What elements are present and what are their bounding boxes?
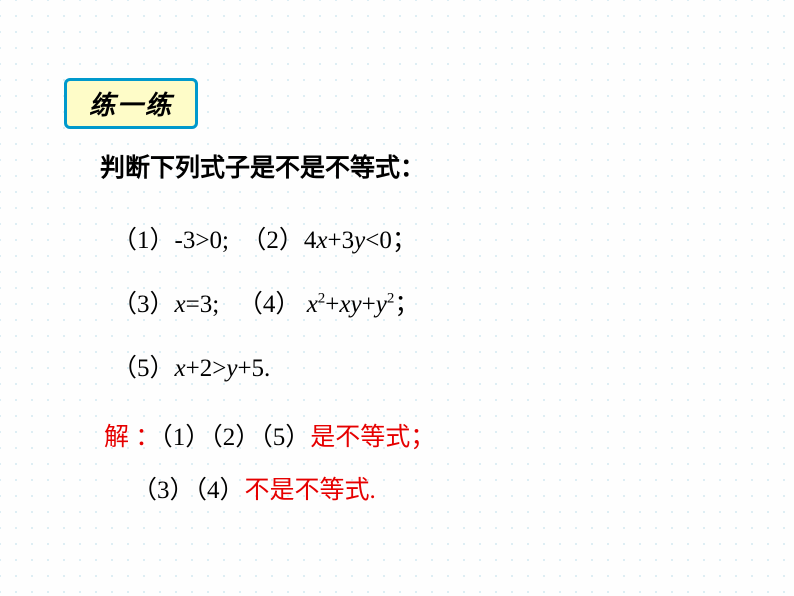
item-2-y: y: [354, 227, 365, 254]
sol-label: 解 ：: [104, 424, 160, 451]
item-line-3: （5）x+2>y+5.: [112, 348, 700, 384]
item-4-plus2: +: [362, 291, 376, 318]
practice-header-box: 练一练: [64, 78, 198, 129]
item-4-y1: y: [351, 291, 362, 318]
item-1-num: （1）: [112, 227, 175, 254]
item-3-num: （3）: [112, 291, 175, 318]
practice-header-label: 练一练: [89, 90, 173, 120]
item-2-c1: 4: [304, 227, 317, 254]
item-2-num: （2）: [241, 227, 304, 254]
item-4-plus1: +: [325, 291, 339, 318]
question-prompt: 判断下列式子是不是不等式：: [100, 148, 700, 184]
item-2-c2: +3: [328, 227, 355, 254]
item-4-num: （4）: [238, 291, 301, 318]
item-2-c3: <0；: [365, 227, 417, 254]
item-5-post: +5.: [237, 355, 270, 382]
item-5-x: x: [175, 355, 186, 382]
item-4-x2: x: [339, 291, 350, 318]
item-2-x: x: [316, 227, 327, 254]
item-5-y: y: [226, 355, 237, 382]
item-line-2: （3）x=3; （4） x2+xy+y2；: [112, 284, 700, 320]
solution-block: 解 ：（1）（2）（5）是不等式； （3）（4）不是不等式.: [104, 412, 700, 517]
item-5-mid: +2>: [186, 355, 227, 382]
sol-text-2: 不是不等式.: [245, 477, 376, 504]
item-4-y2: y: [376, 291, 387, 318]
solution-line-2: （3）（4）不是不等式.: [132, 465, 700, 518]
item-4-x1: x: [307, 291, 318, 318]
item-3-x: x: [175, 291, 186, 318]
content-area: 判断下列式子是不是不等式： （1）-3>0; （2）4x+3y<0； （3）x=…: [100, 148, 700, 517]
item-1-expr: -3>0;: [175, 227, 229, 254]
item-5-num: （5）: [112, 355, 175, 382]
solution-line-1: 解 ：（1）（2）（5）是不等式；: [104, 412, 700, 465]
sol-nums-2: （3）（4）: [132, 477, 245, 504]
item-4-post: ；: [394, 291, 419, 318]
sol-text-1: 是不等式；: [310, 424, 435, 451]
item-line-1: （1）-3>0; （2）4x+3y<0；: [112, 220, 700, 256]
item-3-post: =3;: [186, 291, 220, 318]
sol-nums-1: （1）（2）（5）: [160, 424, 310, 451]
